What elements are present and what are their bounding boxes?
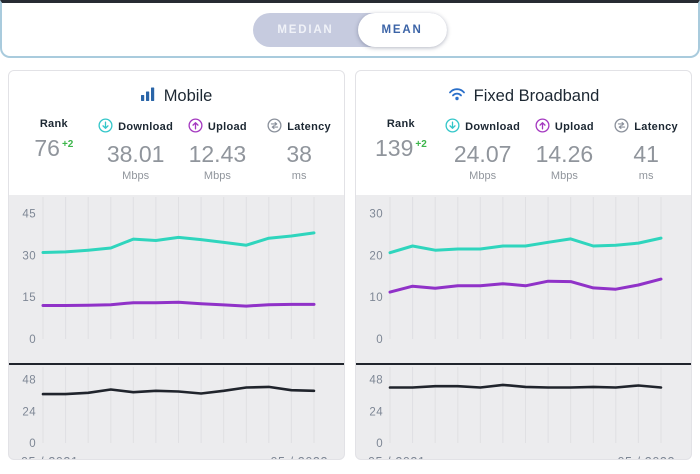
latency-value: 41 xyxy=(633,141,659,167)
svg-text:20: 20 xyxy=(369,250,383,262)
rank-label: Rank xyxy=(386,118,415,130)
svg-text:30: 30 xyxy=(369,208,383,220)
aggregation-toggle: MEDIAN MEAN xyxy=(253,12,447,47)
download-unit: Mbps xyxy=(122,170,150,182)
upload-label: Upload xyxy=(524,118,606,136)
svg-text:10: 10 xyxy=(369,292,383,304)
chart-divider xyxy=(356,363,691,365)
latency-unit: ms xyxy=(638,170,654,182)
mobile-rank-stat: Rank 76 +2 xyxy=(13,118,95,183)
panel-title-text: Mobile xyxy=(163,87,213,105)
upload-value: 12.43 xyxy=(188,141,247,167)
mobile-latency-stat: Latency 38 ms xyxy=(258,118,340,183)
mobile-panel-header: Mobile Rank 76 +2 xyxy=(9,71,344,195)
upload-unit: Mbps xyxy=(203,170,231,182)
fixed-latency-stat: Latency 41 ms xyxy=(605,118,687,183)
latency-unit: ms xyxy=(291,170,307,182)
signal-bars-icon xyxy=(140,87,156,106)
mobile-speed-chart: 45 30 15 0 xyxy=(9,195,344,363)
upload-value: 14.26 xyxy=(535,141,594,167)
upload-icon xyxy=(188,118,203,136)
mobile-latency-chart: 48 24 0 xyxy=(9,365,344,453)
x-axis-end-label: 05 / 2022 xyxy=(270,455,328,459)
fixed-speed-chart: 30 20 10 0 xyxy=(356,195,691,363)
mean-toggle-button[interactable]: MEAN xyxy=(357,12,447,47)
fixed-upload-stat: Upload 14.26 Mbps xyxy=(524,118,606,183)
svg-text:0: 0 xyxy=(376,438,383,450)
x-axis-end-label: 05 / 2022 xyxy=(617,455,675,459)
download-icon xyxy=(98,118,113,136)
wifi-icon xyxy=(448,87,466,106)
svg-text:0: 0 xyxy=(29,334,36,346)
svg-text:48: 48 xyxy=(369,375,383,387)
rank-delta: +2 xyxy=(61,139,74,151)
download-icon xyxy=(445,118,460,136)
fixed-rank-stat: Rank 139 +2 xyxy=(360,118,442,183)
download-label: Download xyxy=(95,118,177,136)
latency-label: Latency xyxy=(258,118,340,136)
latency-icon xyxy=(614,118,629,136)
x-axis-start-label: 05 / 2021 xyxy=(21,455,79,459)
fixed-panel-title: Fixed Broadband xyxy=(360,79,687,118)
upload-icon xyxy=(535,118,550,136)
mobile-x-axis-labels: 05 / 2021 05 / 2022 xyxy=(9,453,344,459)
latency-label: Latency xyxy=(605,118,687,136)
download-label: Download xyxy=(442,118,524,136)
panel-title-text: Fixed Broadband xyxy=(473,87,600,105)
rank-delta: +2 xyxy=(415,139,427,151)
panels-container: Mobile Rank 76 +2 xyxy=(0,70,700,460)
fixed-download-stat: Download 24.07 Mbps xyxy=(442,118,524,183)
latency-value: 38 xyxy=(286,141,312,167)
fixed-latency-chart: 48 24 0 xyxy=(356,365,691,453)
svg-text:15: 15 xyxy=(22,292,36,304)
rank-value: 139 +2 xyxy=(374,135,427,161)
download-unit: Mbps xyxy=(469,170,497,182)
svg-text:0: 0 xyxy=(29,438,36,450)
download-value: 38.01 xyxy=(106,141,165,167)
chart-divider xyxy=(9,363,344,365)
download-value: 24.07 xyxy=(453,141,512,167)
rank-unit xyxy=(360,164,442,177)
fixed-stats-row: Rank 139 +2 xyxy=(360,118,687,183)
fixed-broadband-panel: Fixed Broadband Rank 139 +2 xyxy=(355,70,692,460)
rank-unit xyxy=(13,164,95,177)
svg-text:30: 30 xyxy=(22,250,36,262)
latency-icon xyxy=(267,118,282,136)
svg-text:24: 24 xyxy=(369,406,383,418)
mobile-stats-row: Rank 76 +2 D xyxy=(13,118,340,183)
mobile-upload-stat: Upload 12.43 Mbps xyxy=(177,118,259,183)
aggregation-toggle-bar: MEDIAN MEAN xyxy=(0,0,700,58)
rank-value: 76 +2 xyxy=(34,135,74,161)
svg-text:48: 48 xyxy=(22,375,36,387)
mobile-download-stat: Download 38.01 Mbps xyxy=(95,118,177,183)
median-toggle-button[interactable]: MEDIAN xyxy=(253,13,357,47)
svg-text:0: 0 xyxy=(376,334,383,346)
mobile-panel: Mobile Rank 76 +2 xyxy=(8,70,345,460)
mobile-panel-title: Mobile xyxy=(13,79,340,118)
fixed-panel-header: Fixed Broadband Rank 139 +2 xyxy=(356,71,691,195)
svg-text:45: 45 xyxy=(22,208,36,220)
x-axis-start-label: 05 / 2021 xyxy=(368,455,426,459)
fixed-x-axis-labels: 05 / 2021 05 / 2022 xyxy=(356,453,691,459)
upload-label: Upload xyxy=(177,118,259,136)
rank-label: Rank xyxy=(39,118,68,130)
svg-text:24: 24 xyxy=(22,406,36,418)
upload-unit: Mbps xyxy=(550,170,578,182)
